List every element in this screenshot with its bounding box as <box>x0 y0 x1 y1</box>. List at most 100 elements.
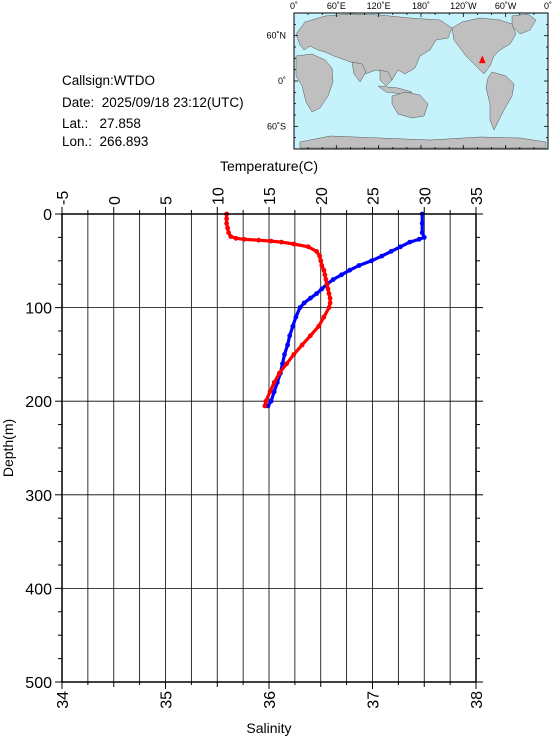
salinity-profile-point <box>284 361 289 367</box>
temperature-profile-point <box>290 323 296 329</box>
temperature-profile-point <box>271 389 277 395</box>
salinity-tick-label: 38 <box>469 691 486 709</box>
land-antarctica <box>299 135 547 149</box>
callsign-label: Callsign: <box>62 73 114 88</box>
salinity-tick-label: 36 <box>262 691 279 709</box>
salinity-profile-point <box>321 267 327 273</box>
salinity-profile-point <box>327 295 333 301</box>
temperature-profile-point <box>421 235 427 240</box>
date-value: 2025/09/18 23:12(UTC) <box>101 95 244 110</box>
temperature-tick-label: 30 <box>417 187 434 205</box>
salinity-profile-point <box>224 221 230 226</box>
salinity-profile-point <box>316 323 322 329</box>
salinity-profile-point <box>323 277 329 282</box>
salinity-profile-point <box>256 237 261 243</box>
temperature-profile-point <box>398 244 403 250</box>
map-lon-label: 120˚W <box>450 1 477 11</box>
station-marker <box>478 55 486 64</box>
map-lon-label: 180˚ <box>412 1 430 11</box>
temperature-profile-point <box>293 314 299 320</box>
lat-label: Lat.: <box>62 116 89 131</box>
temperature-tick-label: 5 <box>159 196 176 205</box>
depth-axis-label: Depth(m) <box>0 419 16 477</box>
salinity-profile-point <box>291 241 297 247</box>
salinity-profile-point <box>314 249 319 254</box>
land-north-america <box>451 17 517 75</box>
salinity-profile-point <box>305 244 311 250</box>
salinity-tick-label: 37 <box>366 691 383 709</box>
temperature-profile-point <box>356 263 362 268</box>
temperature-profile-point <box>285 342 290 348</box>
salinity-profile-point <box>224 216 230 222</box>
temperature-tick-label: 20 <box>314 187 331 205</box>
salinity-profile-point <box>325 286 331 292</box>
map-lat-label: 60˚N <box>266 31 286 41</box>
map-lat-label: 60˚S <box>267 121 286 131</box>
land-india <box>351 61 367 83</box>
salinity-profile-point <box>233 235 239 241</box>
salinity-profile-point <box>291 352 297 357</box>
salinity-profile-point <box>271 380 277 385</box>
land-south-america <box>485 71 515 131</box>
salinity-profile-point <box>268 238 274 244</box>
temperature-profile-point <box>301 300 307 306</box>
salinity-profile-point <box>263 398 269 404</box>
map-ticks <box>293 12 549 150</box>
salinity-profile-point <box>226 230 232 236</box>
salinity-profile-point <box>324 281 330 287</box>
land-eurasia <box>295 13 453 81</box>
salinity-profile-point <box>327 300 333 306</box>
world-map: 0˚ 60˚E 120˚E 180˚ 120˚W 60˚W 0˚ 60˚N 0˚ 60˚S <box>266 1 552 150</box>
salinity-tick-label: 35 <box>159 691 176 709</box>
callsign-value: WTDO <box>113 73 156 88</box>
map-lon-label: 60˚E <box>327 1 346 11</box>
temperature-profile-point <box>388 249 394 254</box>
temperature-profile-point <box>419 221 425 226</box>
salinity-profile-point <box>321 314 327 320</box>
map-lon-label: 120˚E <box>367 1 391 11</box>
lat-value: 27.858 <box>99 116 141 131</box>
station-marker-triangle <box>478 55 486 64</box>
temperature-profile-point <box>419 230 425 236</box>
salinity-profile-point <box>318 258 324 264</box>
salinity-profile-point <box>319 263 325 268</box>
salinity-profile-point <box>279 239 284 245</box>
temperature-axis-label: Temperature(C) <box>220 158 318 174</box>
salinity-tick-label: 34 <box>55 691 72 709</box>
date-line: Date: 2025/09/18 23:12(UTC) <box>62 95 244 111</box>
depth-tick-label: 100 <box>25 301 52 318</box>
map-lon-label: 0˚ <box>290 1 298 11</box>
salinity-profile-point <box>228 234 234 239</box>
temperature-tick-label: 0 <box>107 196 124 205</box>
salinity-profile-point <box>322 272 328 278</box>
temperature-profile-point <box>268 398 274 404</box>
temperature-profile-point <box>308 295 313 301</box>
temperature-profile-point <box>416 236 422 242</box>
temperature-profile-point <box>379 253 385 259</box>
lon-line: Lon.: 266.893 <box>62 134 148 150</box>
depth-tick-label: 300 <box>25 488 52 505</box>
temperature-profile-point <box>339 272 344 278</box>
map-lat-label: 0˚ <box>278 76 286 86</box>
salinity-profile-point <box>326 291 332 296</box>
temperature-profile-point <box>314 291 319 296</box>
temperature-profile-point <box>330 277 336 282</box>
land-africa <box>295 53 334 113</box>
temperature-tick-label: 35 <box>469 187 486 205</box>
salinity-profile-point <box>317 253 323 259</box>
land-southeast-asia <box>379 69 393 87</box>
lat-line: Lat.: 27.858 <box>62 116 141 132</box>
map-labels: 0˚ 60˚E 120˚E 180˚ 120˚W 60˚W 0˚ 60˚N 0˚ 60˚S <box>266 1 552 131</box>
salinity-profile-point <box>326 305 332 310</box>
temperature-tick-label: 15 <box>262 187 279 205</box>
salinity-profile-point <box>241 236 247 242</box>
temperature-profile-point <box>407 239 413 245</box>
temperature-profile-point <box>319 286 325 292</box>
map-lon-label: 60˚W <box>495 1 517 11</box>
temperature-profile-point <box>297 305 303 310</box>
salinity-profile-point <box>267 389 273 395</box>
temperature-tick-label: -5 <box>55 191 72 205</box>
